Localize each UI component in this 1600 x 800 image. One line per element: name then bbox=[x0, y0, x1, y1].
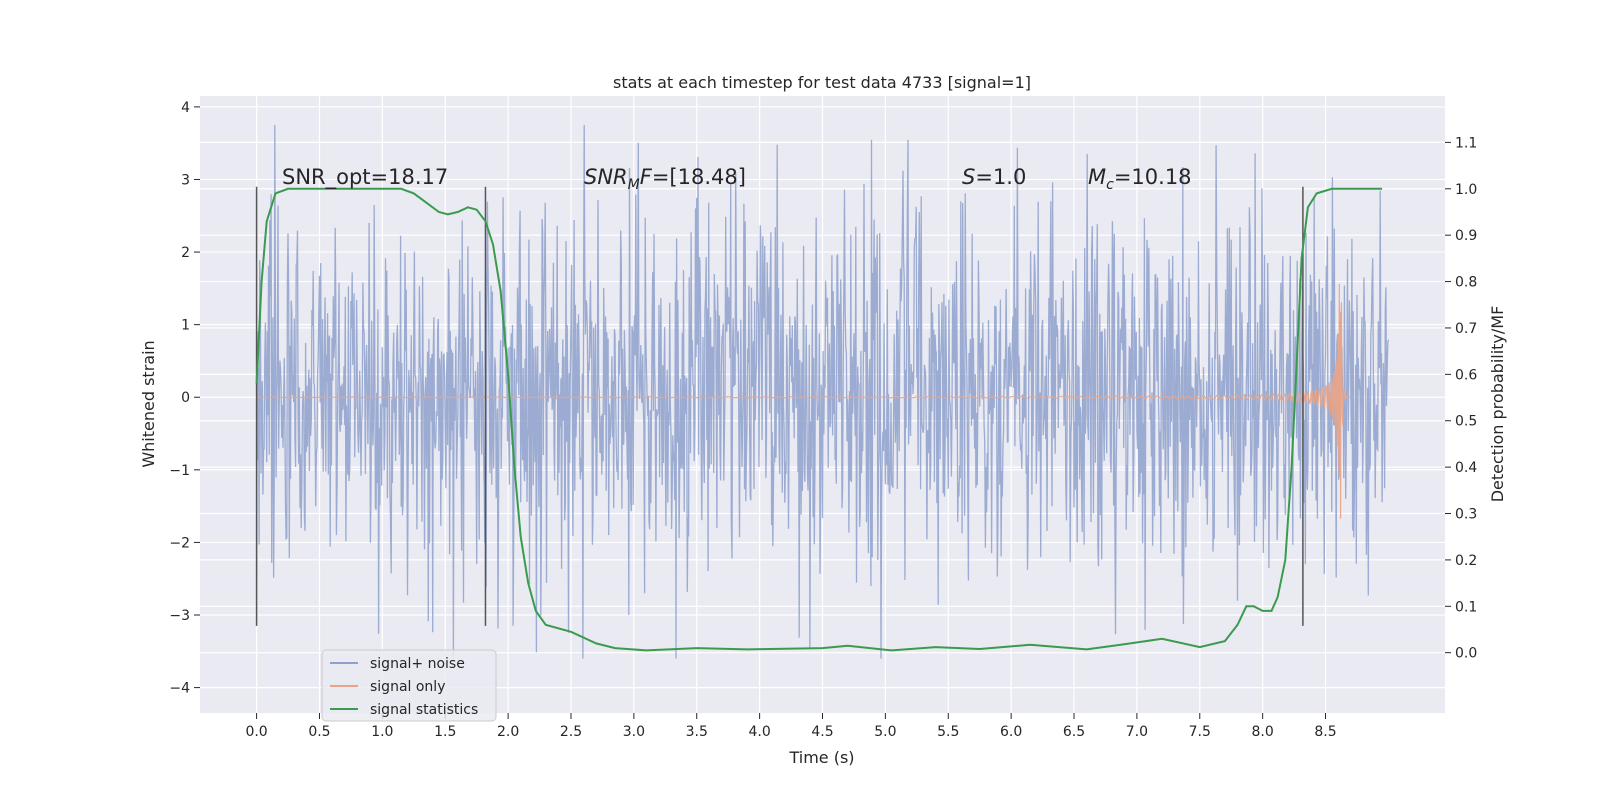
annotation-snr-opt: SNR_opt=18.17 bbox=[282, 165, 448, 190]
x-tick-label-15: 7.5 bbox=[1189, 724, 1211, 740]
x-tick-label-11: 5.5 bbox=[937, 724, 959, 740]
y2-tick-label-10: 1.0 bbox=[1455, 182, 1477, 198]
y-tick-label-6: 2 bbox=[181, 245, 190, 261]
x-tick-label-3: 1.5 bbox=[434, 724, 456, 740]
x-tick-label-9: 4.5 bbox=[811, 724, 833, 740]
x-tick-label-17: 8.5 bbox=[1314, 724, 1336, 740]
x-axis-label: Time (s) bbox=[788, 748, 854, 767]
y2-tick-label-3: 0.3 bbox=[1455, 507, 1477, 523]
y-tick-label-4: 0 bbox=[181, 390, 190, 406]
y2-tick-label-6: 0.6 bbox=[1455, 367, 1477, 383]
y-tick-label-1: −3 bbox=[169, 608, 190, 624]
y2-tick-label-2: 0.2 bbox=[1455, 553, 1477, 569]
y-tick-label-0: −4 bbox=[169, 681, 190, 697]
annotation-s: S=1.0 bbox=[962, 165, 1026, 189]
stat-line bbox=[255, 187, 1383, 652]
y-tick-label-8: 4 bbox=[181, 100, 190, 116]
x-tick-label-5: 2.5 bbox=[560, 724, 582, 740]
annotation-snr-mf: SNRMF=[18.48] bbox=[584, 165, 746, 193]
y-tick-label-5: 1 bbox=[181, 318, 190, 334]
x-tick-label-12: 6.0 bbox=[1000, 724, 1022, 740]
x-tick-label-16: 8.0 bbox=[1252, 724, 1274, 740]
x-tick-label-0: 0.0 bbox=[245, 724, 267, 740]
legend-box bbox=[321, 649, 497, 722]
chart-title: stats at each timestep for test data 473… bbox=[613, 73, 1031, 92]
noise-line bbox=[255, 124, 1390, 659]
y-axis-label: Whitened strain bbox=[139, 340, 158, 467]
x-tick-label-10: 5.0 bbox=[874, 724, 896, 740]
x-tick-label-6: 3.0 bbox=[623, 724, 645, 740]
y2-tick-label-11: 1.1 bbox=[1455, 135, 1477, 151]
signal-line bbox=[256, 283, 1351, 519]
x-tick-label-7: 3.5 bbox=[686, 724, 708, 740]
y2-tick-label-9: 0.9 bbox=[1455, 228, 1477, 244]
vertical-markers bbox=[255, 186, 1304, 626]
x-tick-label-1: 0.5 bbox=[308, 724, 330, 740]
legend-label-stats: signal statistics bbox=[370, 702, 478, 718]
y2-axis-label: Detection probability/MF bbox=[1488, 306, 1507, 503]
x-tick-label-13: 6.5 bbox=[1063, 724, 1085, 740]
y-tick-label-2: −2 bbox=[169, 535, 190, 551]
x-tick-label-8: 4.0 bbox=[748, 724, 770, 740]
y-tick-label-7: 3 bbox=[181, 172, 190, 188]
y2-tick-label-0: 0.0 bbox=[1455, 646, 1477, 662]
y2-tick-label-7: 0.7 bbox=[1455, 321, 1477, 337]
y2-tick-label-8: 0.8 bbox=[1455, 275, 1477, 291]
noise-series bbox=[255, 124, 1390, 659]
y2-tick-label-1: 0.1 bbox=[1455, 599, 1477, 615]
annotation-mc: Mc=10.18 bbox=[1088, 165, 1192, 193]
legend-label-noise: signal+ noise bbox=[370, 656, 465, 672]
y2-tick-label-5: 0.5 bbox=[1455, 414, 1477, 430]
axis-ticks: 0.0 0.5 1.0 1.5 2.0 2.5 3.0 3.5 4.0 4.5 5.0 5.5 6.0 6… bbox=[169, 100, 1477, 740]
x-tick-label-4: 2.0 bbox=[497, 724, 519, 740]
legend: signal+ noise signal only signal statist… bbox=[321, 649, 497, 722]
signal-series bbox=[256, 283, 1351, 519]
x-tick-label-14: 7.0 bbox=[1126, 724, 1148, 740]
stat-series bbox=[255, 187, 1383, 652]
x-tick-label-2: 1.0 bbox=[371, 724, 393, 740]
y-tick-label-3: −1 bbox=[169, 463, 190, 479]
y2-tick-label-4: 0.4 bbox=[1455, 460, 1477, 476]
legend-label-signal: signal only bbox=[370, 679, 445, 695]
